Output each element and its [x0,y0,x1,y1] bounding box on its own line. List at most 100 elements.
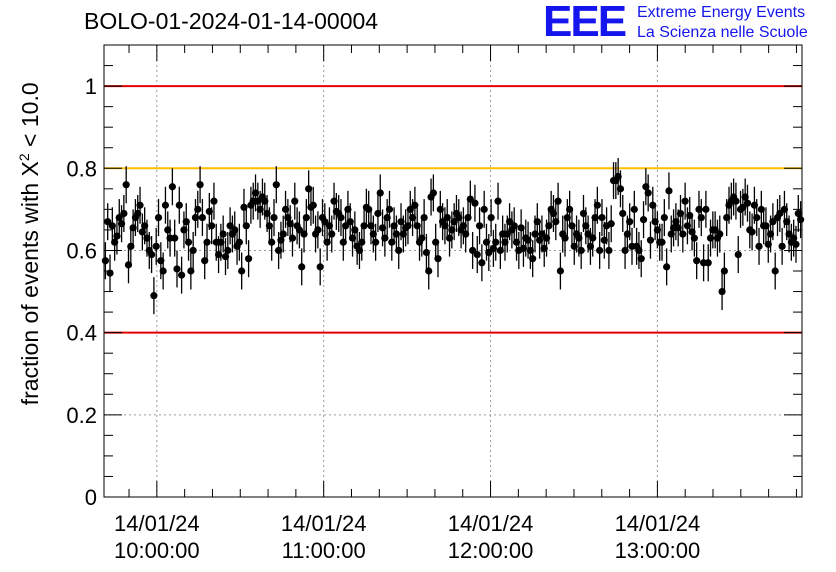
data-point [321,203,329,241]
data-point [337,199,345,237]
data-point [288,219,297,257]
data-point [219,215,227,253]
point-marker [556,267,564,275]
data-point [485,234,493,271]
data-point [184,223,193,261]
point-marker [487,213,495,222]
point-marker [272,181,280,189]
data-point [492,223,500,261]
data-point [374,194,382,232]
point-marker [168,183,176,191]
plot-area [104,45,802,497]
x-tick-label-time: 10:00:00 [114,538,200,563]
point-marker [198,213,207,222]
logo-tagline-2: La Scienza nelle Scuole [637,24,808,41]
point-marker [776,209,784,218]
y-axis-label-superscript: 2 [16,153,33,162]
data-point [605,231,613,269]
point-marker [434,255,442,263]
point-marker [381,234,389,242]
point-marker [154,213,163,222]
data-point [268,223,276,261]
data-point [644,174,652,212]
data-point [755,227,763,265]
data-point [376,174,384,212]
point-marker [224,246,232,255]
point-marker [219,230,227,238]
y-tick-label: 0.6 [66,238,97,263]
data-point [175,186,183,224]
point-marker [769,218,777,226]
chart-title: BOLO-01-2024-01-14-00004 [84,8,379,34]
point-marker [242,222,250,230]
point-marker [473,250,481,259]
point-marker [693,257,701,265]
point-marker [395,246,403,255]
data-point [593,186,601,224]
point-marker [704,259,712,267]
point-marker [175,201,183,209]
data-point [554,182,562,220]
point-marker [755,242,763,250]
data-point [598,199,606,237]
data-point [291,182,299,220]
point-marker [619,209,627,218]
point-marker [681,197,689,205]
point-marker [568,222,576,230]
data-point [577,231,585,269]
point-marker [238,267,246,275]
point-marker [418,234,426,242]
data-point [173,250,181,288]
point-marker [279,230,287,238]
data-point [381,219,389,257]
eee-logo-mark: EEE [543,0,627,46]
data-point [663,248,671,286]
point-marker [316,263,324,271]
data-point [182,203,190,241]
data-point [743,184,752,222]
data-point [473,236,481,274]
point-marker [210,197,218,205]
data-point [466,180,474,218]
point-marker [178,271,186,279]
data-point [411,186,419,224]
data-point [420,199,428,237]
point-marker [184,238,193,246]
data-point [637,240,645,278]
data-point [224,231,232,269]
data-point [769,203,777,241]
point-marker [196,181,204,189]
data-point [136,186,144,224]
data-point [480,190,488,228]
data-point [210,182,218,220]
point-marker [720,267,728,275]
data-point [298,248,306,286]
point-marker [485,248,493,257]
data-point [208,207,216,245]
point-marker [136,201,144,209]
data-point [626,203,634,241]
point-marker [734,250,742,259]
point-marker [554,197,562,205]
x-tick-labels: 14/01/2410:00:0014/01/2411:00:0014/01/24… [114,511,700,563]
data-point [556,252,564,290]
point-marker [328,230,336,238]
data-point [469,231,477,269]
point-marker [792,240,800,248]
x-tick-label-date: 14/01/24 [448,511,534,536]
data-point [154,199,163,237]
data-point [314,211,322,249]
data-point [646,221,655,259]
point-marker [309,201,317,209]
data-point [792,225,800,263]
data-point [147,236,156,274]
point-marker [161,201,170,209]
data-point [753,199,761,237]
point-marker [314,226,322,234]
point-marker [235,238,243,246]
data-point [616,170,625,208]
point-marker [471,199,479,207]
data-point [279,215,287,253]
data-point [159,252,167,290]
point-marker [147,250,156,259]
